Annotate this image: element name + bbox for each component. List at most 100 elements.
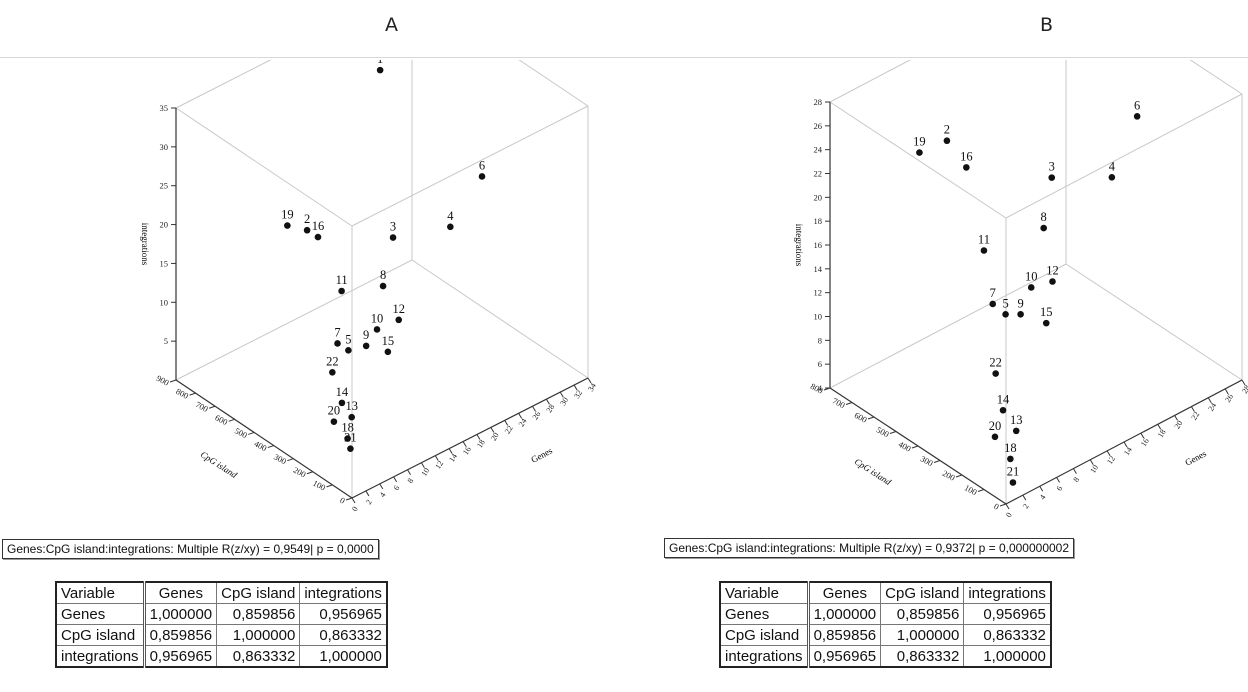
data-point	[373, 326, 381, 333]
x-tick-label: 24	[517, 417, 529, 429]
x-tick	[532, 405, 536, 412]
table-cell: 1,000000	[807, 603, 882, 625]
y-tick-label: 0	[992, 501, 1000, 512]
data-point	[395, 316, 403, 324]
x-tick-label: 16	[461, 445, 473, 457]
x-tick-label: 4	[378, 491, 388, 499]
data-point-label: 9	[1017, 296, 1023, 310]
y-tick	[977, 489, 985, 492]
y-tick	[189, 392, 196, 396]
x-tick-label: 16	[1139, 437, 1151, 449]
cube-edge	[829, 263, 1067, 389]
data-point-label: 14	[336, 385, 349, 399]
data-point	[1007, 455, 1014, 463]
panel-letter: B	[1040, 14, 1054, 36]
regression-stat-box: Genes:CpG island:integrations: Multiple …	[664, 538, 1075, 558]
x-tick	[1190, 406, 1195, 412]
z-tick-label: 24	[814, 145, 823, 155]
y-tick	[169, 379, 177, 383]
x-tick-label: 20	[1173, 419, 1185, 431]
cube-edge	[1065, 263, 1243, 381]
table-cell: 0,859856	[216, 603, 301, 625]
y-tick	[845, 402, 853, 405]
data-point-label: 12	[392, 302, 405, 316]
y-tick	[911, 445, 919, 449]
data-point-label: 22	[989, 356, 1002, 370]
data-point	[1042, 319, 1050, 327]
data-point	[330, 418, 338, 425]
data-point	[1108, 174, 1116, 181]
data-point	[1012, 427, 1020, 435]
x-tick	[1106, 450, 1111, 457]
x-tick	[407, 469, 411, 476]
z-tick-label: 12	[814, 288, 823, 298]
x-tick	[573, 384, 578, 391]
column-header: Variable	[719, 581, 810, 604]
table-cell: 0,956965	[963, 603, 1052, 625]
y-tick	[933, 460, 941, 463]
x-tick	[1157, 424, 1162, 430]
column-header: integrations	[963, 581, 1052, 604]
x-tick-label: 14	[447, 452, 459, 464]
z-tick-label: 20	[160, 220, 169, 230]
y-tick	[955, 474, 963, 478]
data-point	[1017, 310, 1024, 318]
x-tick	[365, 490, 370, 497]
y-tick	[228, 418, 235, 422]
data-point-label: 21	[344, 431, 357, 445]
row-label: integrations	[719, 645, 810, 668]
z-tick-label: 26	[814, 121, 823, 131]
row-label: integrations	[55, 645, 146, 668]
x-tick	[490, 427, 495, 433]
data-point	[348, 413, 355, 421]
data-point-label: 1	[377, 60, 383, 66]
data-point-label: 8	[1041, 210, 1047, 224]
data-point-label: 14	[997, 392, 1010, 406]
column-header: CpG island	[216, 581, 301, 604]
data-point	[329, 369, 336, 376]
row-label: Genes	[719, 603, 810, 625]
data-point-label: 19	[281, 208, 294, 222]
data-point	[1009, 479, 1017, 486]
top-divider	[0, 57, 1248, 58]
x-tick	[1224, 388, 1229, 395]
y-axis-title: CpG island	[853, 456, 893, 487]
x-tick-label: 4	[1038, 493, 1048, 501]
data-point-label: 2	[304, 212, 310, 226]
correlation-table: Variable Genes CpG island integrations G…	[55, 581, 388, 668]
x-tick	[1072, 468, 1077, 474]
x-tick-label: 22	[503, 424, 515, 436]
data-point	[379, 282, 387, 290]
row-label: CpG island	[719, 624, 810, 646]
y-tick	[867, 416, 875, 420]
data-point-label: 2	[944, 123, 950, 137]
x-tick	[545, 398, 550, 405]
table-cell: 1,000000	[880, 624, 965, 646]
table-row: CpG island 0,859856 1,000000 0,863332	[719, 624, 1052, 646]
x-tick	[504, 420, 509, 426]
correlation-table: Variable Genes CpG island integrations G…	[719, 581, 1052, 668]
data-point-label: 13	[345, 399, 358, 413]
column-header: Genes	[143, 581, 218, 604]
x-tick-label: 22	[1189, 410, 1201, 422]
data-point-label: 20	[328, 404, 341, 418]
data-point-label: 11	[336, 273, 348, 287]
column-header: integrations	[299, 581, 388, 604]
x-tick	[434, 455, 439, 461]
x-axis-line	[351, 377, 589, 499]
data-point	[963, 164, 970, 171]
data-point-label: 15	[1040, 305, 1053, 319]
scatter-3d-plot-b: 0246810121416182022242628010020030040050…	[794, 60, 1248, 519]
data-point	[362, 342, 370, 350]
x-tick-label: 14	[1122, 446, 1134, 458]
data-point	[1049, 278, 1056, 285]
x-tick	[1005, 503, 1010, 510]
x-tick	[587, 377, 592, 384]
x-tick	[1022, 494, 1027, 501]
x-tick	[1056, 477, 1061, 483]
data-point-label: 6	[479, 158, 485, 172]
data-point-label: 6	[1134, 98, 1140, 112]
x-tick	[1089, 459, 1094, 465]
x-tick	[1140, 432, 1145, 439]
x-tick-label: 30	[558, 396, 570, 408]
